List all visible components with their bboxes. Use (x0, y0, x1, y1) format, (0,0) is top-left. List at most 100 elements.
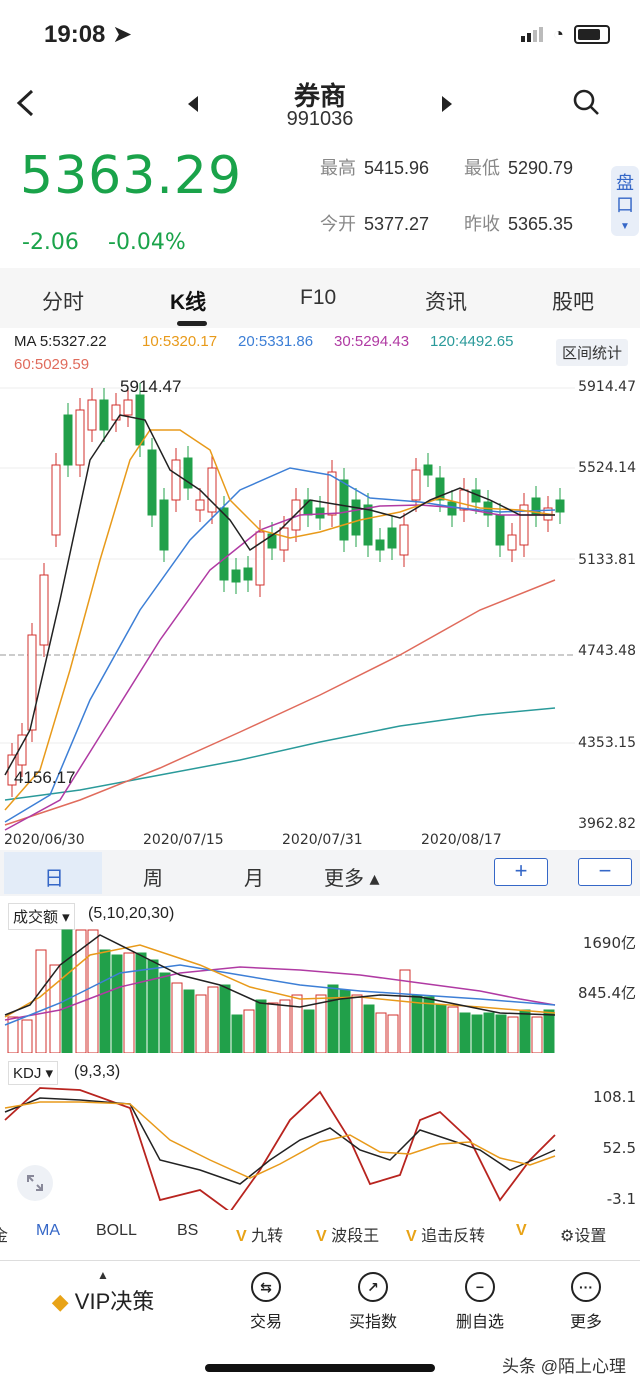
status-time: 19:08 ➤ (44, 21, 133, 48)
kline-grid (0, 387, 575, 744)
zoom-in-button[interactable]: + (494, 858, 548, 886)
signal-icon (521, 27, 544, 42)
candle-body (243, 567, 253, 581)
candle-body (555, 499, 565, 513)
kdj-selector[interactable]: KDJ ▾ (8, 1061, 59, 1085)
kdj-chart[interactable] (0, 1080, 565, 1210)
period-more[interactable]: 更多 ▴ (324, 868, 380, 890)
candle-body (423, 464, 433, 476)
ma120-label: 120:4492.65 (430, 333, 514, 350)
tab-news[interactable]: 资讯 (425, 291, 467, 314)
trade-button[interactable]: ⇆ 交易 (226, 1272, 306, 1332)
ma30-label: 30:5294.43 (334, 333, 410, 350)
next-stock-icon[interactable] (442, 96, 452, 112)
tab-kline[interactable]: K线 (170, 291, 207, 314)
period-day-bg (4, 852, 102, 894)
indicator-boll[interactable]: BOLL (96, 1222, 137, 1239)
indicator-zhuiji[interactable]: V 追击反转 (406, 1228, 486, 1245)
ma20-line (4, 467, 556, 823)
candle-body (63, 414, 73, 466)
volume-bar (543, 1009, 555, 1053)
candle-body (99, 399, 109, 431)
indicator-ma[interactable]: MA (36, 1222, 60, 1239)
volume-bar (435, 1004, 447, 1053)
volume-bar (519, 1009, 531, 1053)
more-button[interactable]: ··· 更多 (546, 1272, 626, 1332)
candle-body (207, 467, 217, 513)
volume-bar (183, 989, 195, 1053)
volume-bar (35, 949, 47, 1053)
volume-bar (87, 929, 99, 1053)
kdj-y-bot: -3.1 (606, 1190, 636, 1208)
location-arrow-icon: ➤ (112, 21, 133, 48)
period-week[interactable]: 周 (143, 868, 163, 890)
candle-body (267, 533, 277, 549)
candle-body (387, 527, 397, 549)
x-label-4: 2020/08/17 (421, 832, 502, 848)
candle-body (75, 409, 85, 466)
search-icon[interactable] (572, 88, 600, 116)
y-label-1: 5914.47 (578, 379, 636, 395)
kdj-y-mid: 52.5 (602, 1139, 636, 1157)
zoom-out-button[interactable]: − (578, 858, 632, 886)
indicator-jiuzhuan[interactable]: V 九转 (236, 1228, 284, 1245)
expand-icon[interactable] (16, 1164, 54, 1202)
price-change: -2.06 (22, 230, 79, 255)
remove-favorite-button[interactable]: − 删自选 (440, 1272, 520, 1332)
candle-body (255, 531, 265, 586)
indicator-more-v[interactable]: V (516, 1222, 527, 1240)
trend-icon: ↗ (358, 1272, 388, 1302)
back-icon[interactable] (14, 88, 36, 118)
trade-icon: ⇆ (251, 1272, 281, 1302)
volume-bar (21, 1019, 33, 1053)
tab-indicator (177, 321, 207, 326)
candle-body (231, 569, 241, 583)
settings-button[interactable]: ⚙设置 (560, 1228, 607, 1245)
volume-chart[interactable] (0, 925, 565, 1053)
volume-bar (279, 999, 291, 1053)
indicator-boduanwang[interactable]: V 波段王 (316, 1228, 380, 1245)
volume-bar (459, 1012, 471, 1053)
vip-button[interactable]: ▲ ◆ VIP决策 (38, 1268, 168, 1316)
volume-y-top: 1690亿 (582, 934, 636, 952)
candle-body (447, 501, 457, 516)
price-change-pct: -0.04% (108, 230, 186, 255)
candle-body (519, 504, 529, 546)
period-day[interactable]: 日 (44, 868, 64, 890)
indicator-jin[interactable]: 金 (0, 1228, 9, 1245)
tab-intraday[interactable]: 分时 (42, 291, 84, 314)
open-stat: 今开 5377.27 (320, 214, 430, 234)
ma60-label: 60:5029.59 (14, 356, 90, 373)
kline-chart[interactable] (0, 370, 575, 840)
buy-index-button[interactable]: ↗ 买指数 (333, 1272, 413, 1332)
tab-f10[interactable]: F10 (300, 286, 337, 309)
x-label-3: 2020/07/31 (282, 832, 363, 848)
x-label-1: 2020/06/30 (4, 832, 85, 848)
tab-forum[interactable]: 股吧 (552, 291, 594, 314)
volume-params: (5,10,20,30) (88, 905, 175, 922)
ma30-line (4, 504, 555, 831)
candle-body (459, 489, 469, 511)
indicator-bs[interactable]: BS (177, 1222, 199, 1239)
candle-body (123, 399, 133, 416)
range-stat-button[interactable]: 区间统计 (556, 339, 629, 366)
vol-ma10-line (4, 944, 556, 1018)
x-label-2: 2020/07/15 (143, 832, 224, 848)
y-label-5: 4353.15 (578, 735, 636, 751)
prev-stock-icon[interactable] (188, 96, 198, 112)
volume-bar (483, 1012, 495, 1053)
volume-bar (267, 1002, 279, 1053)
volume-bar (135, 952, 147, 1053)
ma20-label: 20:5331.86 (238, 333, 314, 350)
volume-selector[interactable]: 成交额 ▾ (8, 903, 75, 930)
volume-bar (447, 1006, 459, 1053)
pankou-button[interactable]: 盘口 ▼ (611, 166, 639, 236)
period-month[interactable]: 月 (244, 868, 264, 890)
candle-body (339, 479, 349, 541)
candle-body (399, 524, 409, 556)
vip-v-icon: V (316, 1228, 332, 1245)
stock-code: 991036 (286, 108, 354, 130)
candle-body (39, 574, 49, 646)
ma60-line (4, 579, 556, 826)
battery-icon (574, 25, 610, 44)
